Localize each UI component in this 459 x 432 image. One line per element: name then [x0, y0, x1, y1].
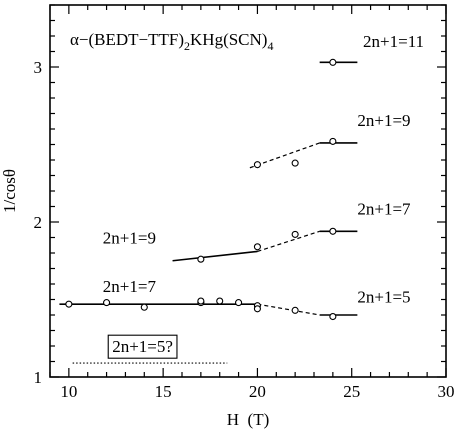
x-tick-label: 25: [343, 382, 360, 401]
data-point: [253, 243, 261, 251]
data-point: [216, 297, 224, 305]
data-point: [65, 300, 73, 308]
guide-line-dashed: [257, 303, 320, 316]
annotation: 2n+1=9: [357, 111, 410, 130]
plot-frame: [49, 4, 447, 378]
data-point: [329, 312, 337, 321]
data-point: [329, 227, 337, 235]
x-tick-label: 10: [60, 382, 77, 401]
data-point: [291, 159, 299, 167]
data-point: [329, 137, 337, 145]
data-point: [253, 305, 261, 313]
annotation: 2n+1=11: [363, 32, 424, 51]
y-tick-label: 3: [34, 58, 43, 77]
x-tick-label: 20: [249, 382, 266, 401]
data-point: [329, 58, 337, 66]
guide-line-dashed: [257, 230, 320, 253]
data-point: [197, 297, 205, 305]
data-point: [291, 230, 299, 238]
guide-line-dashed: [249, 142, 320, 169]
data-point: [197, 255, 205, 263]
chart-title: α−(BEDT−TTF)2KHg(SCN)4: [70, 30, 273, 53]
annotation: 2n+1=9: [103, 229, 156, 248]
data-point: [140, 303, 148, 311]
x-tick-label: 15: [155, 382, 172, 401]
data-point: [103, 299, 111, 307]
annotation-box: [107, 334, 178, 359]
annotation: 2n+1=7: [357, 199, 411, 218]
data-point: [253, 161, 261, 169]
y-axis-title: 1/cosθ: [0, 169, 19, 213]
y-tick-label: 1: [34, 368, 43, 387]
data-point: [291, 306, 299, 314]
x-tick-label: 30: [438, 382, 455, 401]
annotation: 2n+1=5: [357, 288, 410, 307]
guide-line-solid: [172, 250, 258, 262]
annotation-boxed: 2n+1=5?: [112, 337, 173, 356]
annotation: 2n+1=7: [103, 277, 157, 296]
data-point: [235, 299, 243, 307]
x-axis-title: H (T): [227, 410, 269, 429]
y-tick-label: 2: [34, 213, 43, 232]
